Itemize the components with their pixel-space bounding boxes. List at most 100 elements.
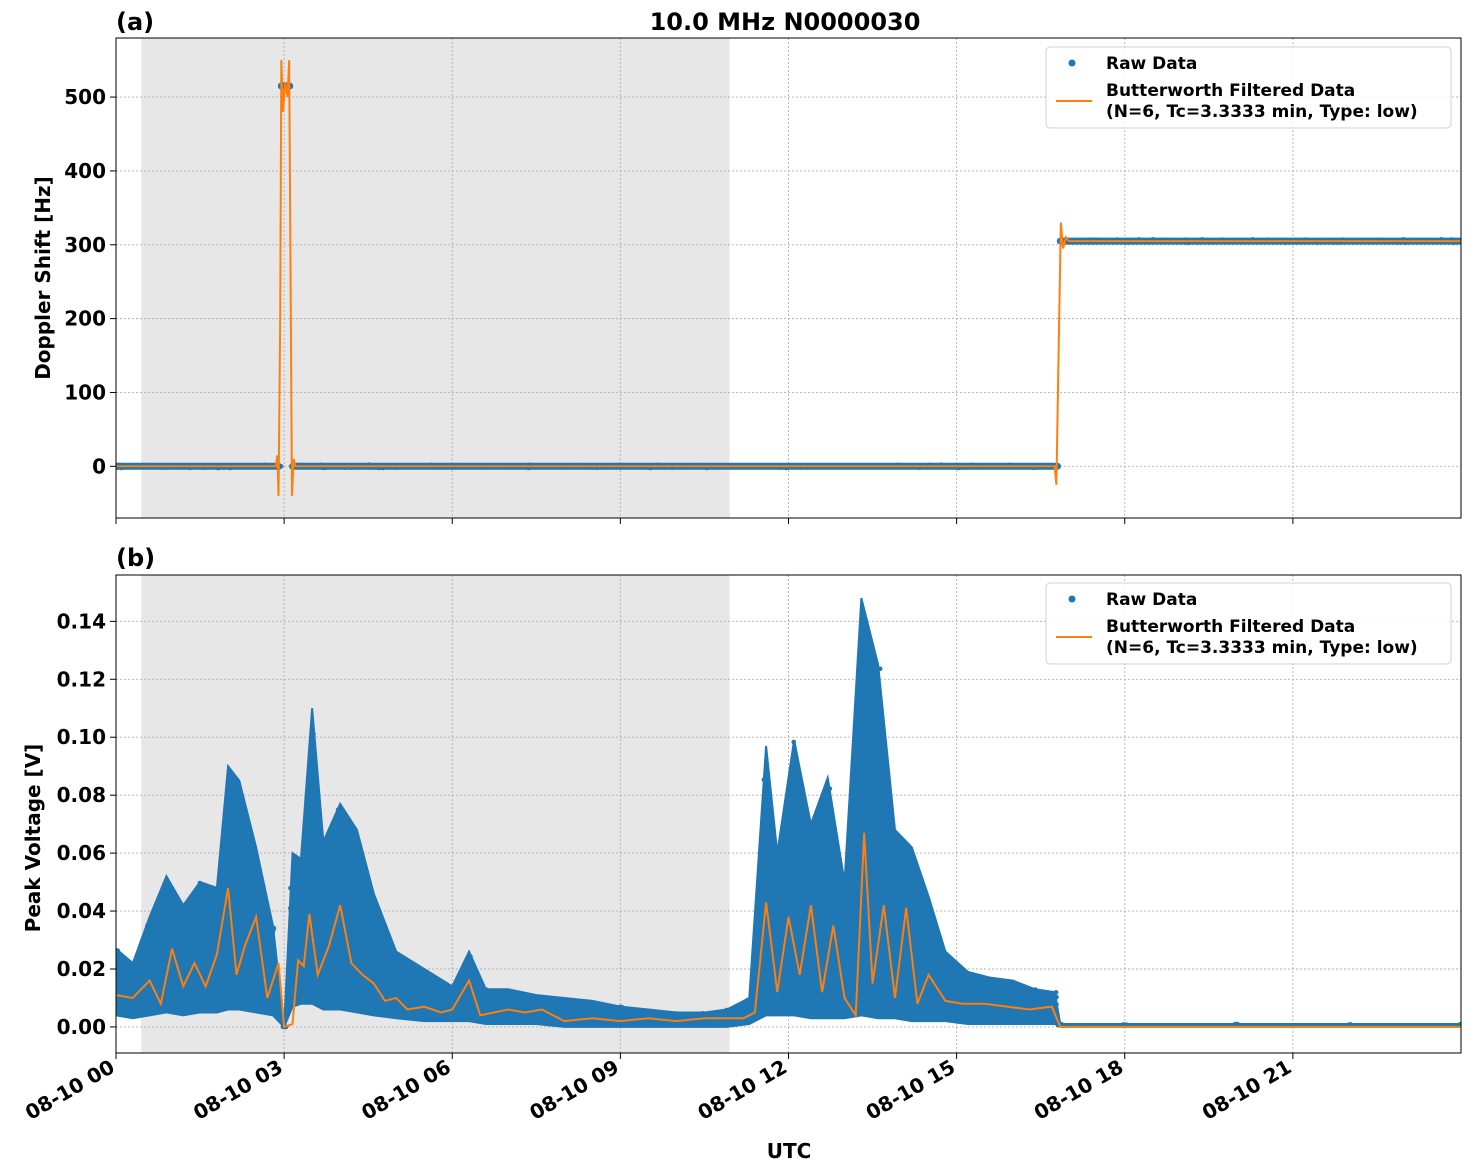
raw-data-point <box>371 913 377 919</box>
raw-data-point <box>1232 1021 1238 1027</box>
panel-a-x-ticks <box>115 518 1294 524</box>
legend-raw-marker <box>1068 59 1076 67</box>
series-group <box>116 60 1461 496</box>
panel-b: (b) Peak Voltage [V] 0.000.020.040.060.0… <box>21 544 1462 1163</box>
raw-data-point <box>288 885 293 891</box>
raw-data-point <box>559 997 565 1003</box>
raw-data-point <box>354 887 359 892</box>
raw-data-point <box>876 711 881 717</box>
legend-raw-label: Raw Data <box>1106 590 1197 610</box>
raw-data-point <box>894 894 900 899</box>
raw-data-point <box>372 907 377 913</box>
raw-data-point <box>506 995 512 1000</box>
raw-data-point <box>773 854 779 859</box>
raw-data-point <box>745 997 750 1003</box>
y-tick-label: 0 <box>92 454 106 478</box>
raw-data-point <box>298 879 303 884</box>
raw-data-point <box>619 1013 625 1018</box>
raw-data-point <box>198 897 203 903</box>
raw-data-point <box>319 912 325 918</box>
raw-data-point <box>1054 994 1059 1000</box>
raw-data-point <box>235 814 241 819</box>
raw-data-point <box>182 903 188 908</box>
raw-data-point <box>165 941 171 946</box>
panel-b-label: (b) <box>116 544 155 572</box>
filtered-data-line <box>116 832 1461 1029</box>
raw-data-point <box>271 926 277 931</box>
raw-data-point <box>827 786 833 791</box>
x-axis-label: UTC <box>767 1139 812 1163</box>
raw-data-point <box>925 930 931 935</box>
raw-data-point <box>941 969 947 975</box>
raw-data-point <box>353 901 359 907</box>
raw-data-point <box>181 949 187 954</box>
raw-data-point <box>965 971 970 977</box>
raw-data-point <box>536 1004 541 1009</box>
raw-data-point <box>825 827 831 833</box>
legend-filtered-label-2: (N=6, Tc=3.3333 min, Type: low) <box>1106 102 1418 122</box>
raw-data-point <box>762 824 768 829</box>
raw-data-point <box>965 994 971 999</box>
raw-data-point <box>841 883 847 889</box>
raw-data-point <box>1011 980 1017 986</box>
raw-data-point <box>253 872 258 878</box>
raw-data-point <box>166 936 171 942</box>
y-tick-label: 0.14 <box>57 609 106 633</box>
raw-data-point <box>844 898 849 904</box>
raw-data-point <box>182 952 187 958</box>
raw-data-point <box>531 1004 537 1009</box>
panel-a-legend: Raw Data Butterworth Filtered Data (N=6,… <box>1045 46 1452 129</box>
raw-data-point <box>859 775 865 781</box>
raw-data-point <box>772 896 778 901</box>
raw-data-point <box>588 1003 593 1009</box>
raw-data-point <box>1122 1022 1128 1027</box>
raw-data-point <box>146 957 151 962</box>
raw-data-point <box>319 887 325 893</box>
raw-data-point <box>468 970 474 976</box>
raw-data-point <box>941 955 946 960</box>
raw-data-point <box>212 918 218 923</box>
raw-data-point <box>356 911 362 916</box>
raw-data-point <box>296 875 302 880</box>
raw-data-point <box>562 1007 568 1013</box>
raw-data-point <box>419 983 425 989</box>
raw-data-point <box>116 971 118 976</box>
y-tick-label: 500 <box>64 85 106 109</box>
raw-data-point <box>236 889 242 894</box>
raw-data-point <box>223 806 229 812</box>
raw-data-point <box>840 909 846 915</box>
raw-data-point <box>307 785 313 791</box>
raw-data-point <box>910 856 916 861</box>
raw-data-point <box>197 909 203 914</box>
y-tick-label: 0.02 <box>57 957 106 981</box>
legend-filtered-label-2: (N=6, Tc=3.3333 min, Type: low) <box>1106 638 1418 658</box>
raw-data-point <box>235 879 240 884</box>
raw-data-point <box>894 879 900 885</box>
raw-data-point <box>725 1012 731 1018</box>
raw-data-point <box>165 893 171 899</box>
raw-data-point <box>825 886 830 891</box>
raw-data-point <box>790 758 796 764</box>
raw-data-point <box>857 646 863 651</box>
raw-data-point <box>355 855 361 861</box>
raw-data-point <box>182 920 187 926</box>
y-tick-label: 100 <box>64 380 106 404</box>
panel-a: (a) 10.0 MHz N0000030 Doppler Shift [Hz]… <box>31 8 1462 524</box>
raw-data-point <box>873 679 879 684</box>
raw-data-point <box>196 922 201 928</box>
filtered-data-line <box>116 60 1461 496</box>
raw-data-point <box>369 896 375 901</box>
raw-data-point <box>373 942 379 947</box>
raw-data-point <box>793 846 799 851</box>
raw-data-point <box>197 880 203 886</box>
raw-data-point <box>857 753 862 758</box>
legend-filtered-label-1: Butterworth Filtered Data <box>1106 617 1355 637</box>
y-tick-label: 0.04 <box>57 899 106 923</box>
raw-data-point <box>395 961 400 967</box>
panel-b-plot-area <box>116 575 1461 1053</box>
raw-data-point <box>810 846 815 852</box>
raw-data-point <box>163 906 168 911</box>
raw-data-point <box>467 964 473 969</box>
raw-data-point <box>1347 1022 1353 1027</box>
raw-data-point <box>292 928 297 933</box>
